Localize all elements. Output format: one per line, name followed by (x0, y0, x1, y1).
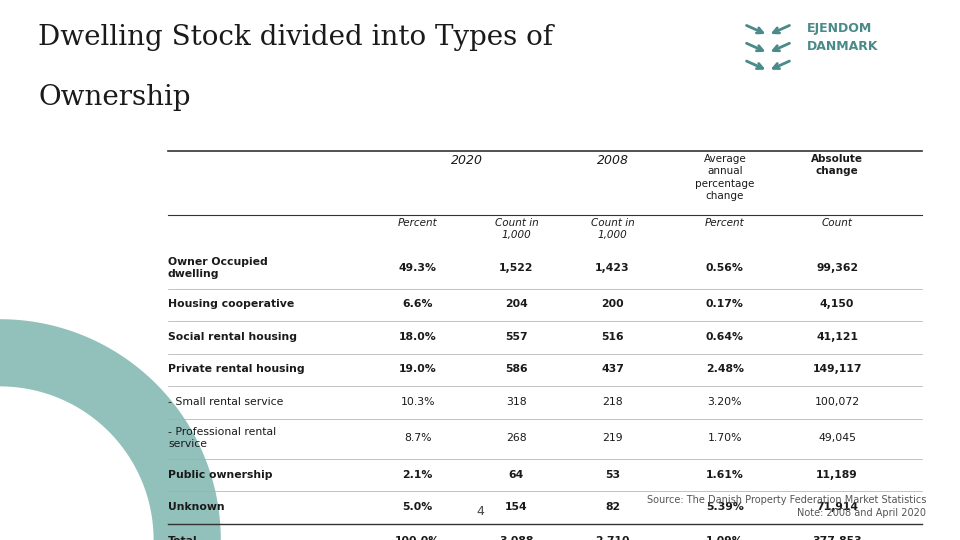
Text: 1,522: 1,522 (499, 263, 534, 273)
Text: 11,189: 11,189 (816, 470, 858, 480)
Text: 586: 586 (505, 364, 528, 374)
Text: Percent: Percent (705, 218, 745, 228)
Text: 41,121: 41,121 (816, 332, 858, 342)
Text: 6.6%: 6.6% (402, 300, 433, 309)
Text: EJENDOM: EJENDOM (806, 22, 872, 35)
Text: Social rental housing: Social rental housing (168, 332, 297, 342)
Text: Average
annual
percentage
change: Average annual percentage change (695, 154, 755, 201)
Text: 377,853: 377,853 (812, 536, 862, 540)
Text: 18.0%: 18.0% (398, 332, 437, 342)
Text: 49.3%: 49.3% (398, 263, 437, 273)
Text: 1,423: 1,423 (595, 263, 630, 273)
Text: 204: 204 (505, 300, 528, 309)
Text: 1.61%: 1.61% (706, 470, 744, 480)
Text: Ownership: Ownership (38, 84, 191, 111)
Text: - Professional rental
service: - Professional rental service (168, 427, 276, 449)
Text: 2008: 2008 (596, 154, 629, 167)
Text: Public ownership: Public ownership (168, 470, 273, 480)
Text: Count: Count (822, 218, 852, 228)
Text: 149,117: 149,117 (812, 364, 862, 374)
Text: 100.0%: 100.0% (395, 536, 441, 540)
Text: Total: Total (168, 536, 198, 540)
Text: 0.17%: 0.17% (706, 300, 744, 309)
Text: Unknown: Unknown (168, 502, 225, 512)
Text: 99,362: 99,362 (816, 263, 858, 273)
Text: 4,150: 4,150 (820, 300, 854, 309)
Text: 318: 318 (506, 397, 527, 407)
Text: 2.1%: 2.1% (402, 470, 433, 480)
Text: 53: 53 (605, 470, 620, 480)
Text: 1.70%: 1.70% (708, 433, 742, 443)
Text: 3.20%: 3.20% (708, 397, 742, 407)
Text: 516: 516 (601, 332, 624, 342)
Text: 1.09%: 1.09% (706, 536, 744, 540)
Text: 0.56%: 0.56% (706, 263, 744, 273)
Text: 8.7%: 8.7% (404, 433, 431, 443)
Text: 10.3%: 10.3% (400, 397, 435, 407)
Text: 557: 557 (505, 332, 528, 342)
Text: 19.0%: 19.0% (398, 364, 437, 374)
Text: Percent: Percent (397, 218, 438, 228)
Text: Count in
1,000: Count in 1,000 (590, 218, 635, 240)
Text: 3,088: 3,088 (499, 536, 534, 540)
Text: 5.0%: 5.0% (402, 502, 433, 512)
Text: Count in
1,000: Count in 1,000 (494, 218, 539, 240)
Text: Absolute
change: Absolute change (811, 154, 863, 176)
Text: 218: 218 (602, 397, 623, 407)
Text: 200: 200 (601, 300, 624, 309)
Text: 49,045: 49,045 (818, 433, 856, 443)
Text: - Small rental service: - Small rental service (168, 397, 283, 407)
Polygon shape (0, 319, 221, 540)
Text: 2.48%: 2.48% (706, 364, 744, 374)
Text: DANMARK: DANMARK (806, 40, 877, 53)
Text: Private rental housing: Private rental housing (168, 364, 304, 374)
Text: Source: The Danish Property Federation Market Statistics
Note: 2008 and April 20: Source: The Danish Property Federation M… (647, 495, 926, 518)
Text: 71,914: 71,914 (816, 502, 858, 512)
Text: 82: 82 (605, 502, 620, 512)
Text: 2,710: 2,710 (595, 536, 630, 540)
Text: 154: 154 (505, 502, 528, 512)
Text: 2020: 2020 (451, 154, 483, 167)
Text: Dwelling Stock divided into Types of: Dwelling Stock divided into Types of (38, 24, 554, 51)
Text: 219: 219 (602, 433, 623, 443)
Text: Housing cooperative: Housing cooperative (168, 300, 295, 309)
Text: Owner Occupied
dwelling: Owner Occupied dwelling (168, 256, 268, 279)
Text: 4: 4 (476, 505, 484, 518)
Text: 268: 268 (506, 433, 527, 443)
Text: 437: 437 (601, 364, 624, 374)
Text: 64: 64 (509, 470, 524, 480)
Text: 100,072: 100,072 (814, 397, 860, 407)
Text: 0.64%: 0.64% (706, 332, 744, 342)
Text: 5.39%: 5.39% (706, 502, 744, 512)
